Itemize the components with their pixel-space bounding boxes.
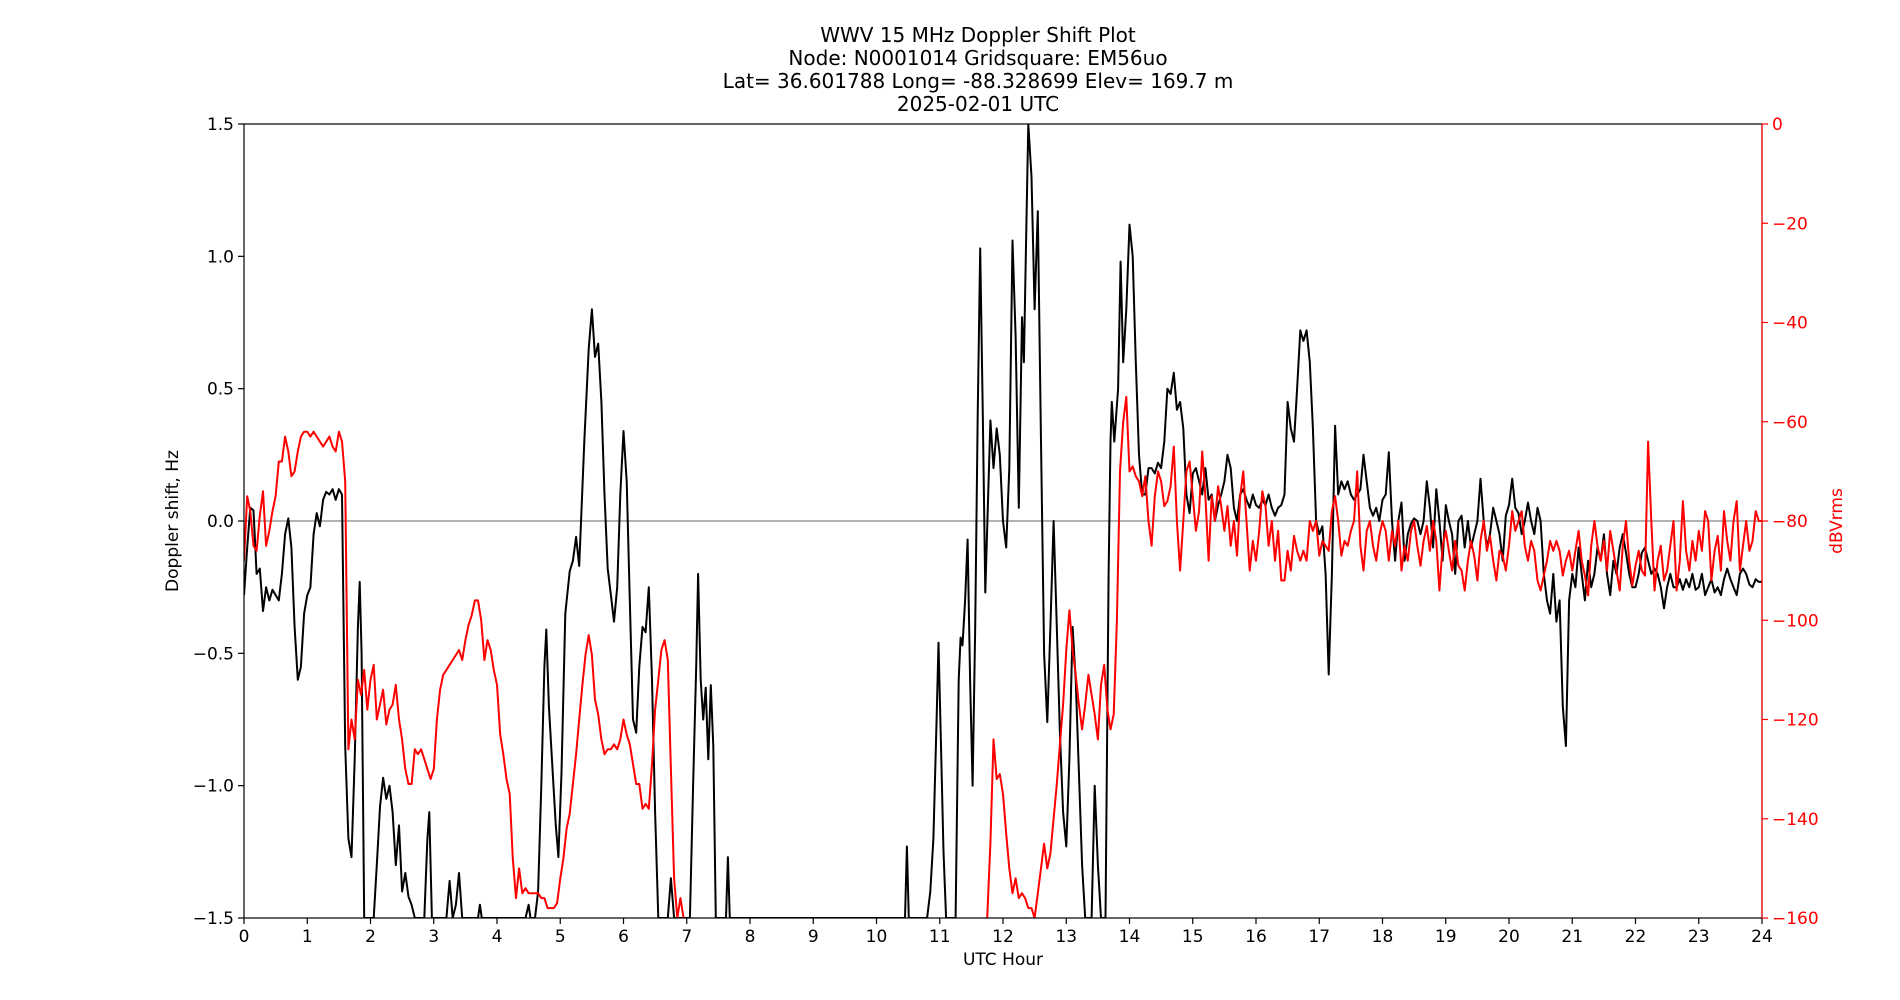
y-right-tick-label: −100 [1772,611,1819,631]
y-left-tick-label: −1.0 [193,777,234,797]
x-tick-label: 5 [555,927,566,947]
y-right-tick-label: −40 [1772,314,1808,334]
y-right-tick-label: −120 [1772,711,1819,731]
x-tick-label: 16 [1245,927,1267,947]
y-axis-right: −160 −140 −120 −100 −80 −60 −40 −20 0 [1761,115,1819,929]
x-tick-label: 1 [302,927,313,947]
title-line-1: WWV 15 MHz Doppler Shift Plot [820,23,1136,47]
title-line-4: 2025-02-01 UTC [897,92,1059,116]
y-right-tick-label: −140 [1772,810,1819,830]
x-tick-label: 19 [1435,927,1457,947]
x-tick-label: 15 [1182,927,1204,947]
y-left-tick-label: 0.5 [207,380,234,400]
y-right-tick-label: −160 [1772,909,1819,929]
x-tick-label: 20 [1498,927,1520,947]
series-line-power-1 [244,430,685,918]
y-axis-left: −1.5 −1.0 −0.5 0.0 0.5 1.0 1.5 [193,115,244,929]
y-left-tick-label: 1.5 [207,115,234,135]
y-right-tick-label: −80 [1772,512,1808,532]
y-axis-label-right: dBVrms [1827,488,1847,554]
y-left-tick-label: −1.5 [193,909,234,929]
y-axis-label-left: Doppler shift, Hz [163,450,183,592]
series-layer [244,124,1762,918]
title-line-2: Node: N0001014 Gridsquare: EM56uo [788,46,1167,70]
x-tick-label: 22 [1625,927,1647,947]
x-tick-label: 7 [681,927,692,947]
x-tick-label: 11 [929,927,951,947]
x-axis-label: UTC Hour [963,950,1043,970]
x-tick-label: 13 [1055,927,1077,947]
x-tick-label: 14 [1119,927,1141,947]
x-tick-label: 2 [365,927,376,947]
x-tick-label: 9 [808,927,819,947]
x-tick-label: 6 [618,927,629,947]
chart-title: WWV 15 MHz Doppler Shift Plot Node: N000… [723,23,1234,116]
series-line-doppler-0 [244,124,1762,918]
y-left-tick-label: 0.0 [207,512,234,532]
x-tick-label: 8 [745,927,756,947]
y-left-tick-label: −0.5 [193,644,234,664]
x-tick-label: 3 [428,927,439,947]
title-line-3: Lat= 36.601788 Long= -88.328699 Elev= 16… [723,69,1234,93]
y-right-tick-label: −60 [1772,413,1808,433]
x-tick-label: 4 [492,927,503,947]
y-right-tick-label: −20 [1772,214,1808,234]
x-tick-label: 12 [992,927,1014,947]
x-tick-label: 17 [1308,927,1330,947]
x-tick-label: 23 [1688,927,1710,947]
x-tick-label: 0 [239,927,250,947]
x-tick-label: 24 [1751,927,1773,947]
x-tick-label: 10 [866,927,888,947]
x-tick-label: 21 [1561,927,1583,947]
y-left-tick-label: 1.0 [207,247,234,267]
series-line-power-2 [986,395,1762,918]
x-axis: 0 1 2 3 4 5 6 7 8 9 10 11 12 13 14 15 16 17 18 19 20 21 22 23 24 [239,918,1773,947]
y-right-tick-label: 0 [1772,115,1783,135]
x-tick-label: 18 [1372,927,1394,947]
